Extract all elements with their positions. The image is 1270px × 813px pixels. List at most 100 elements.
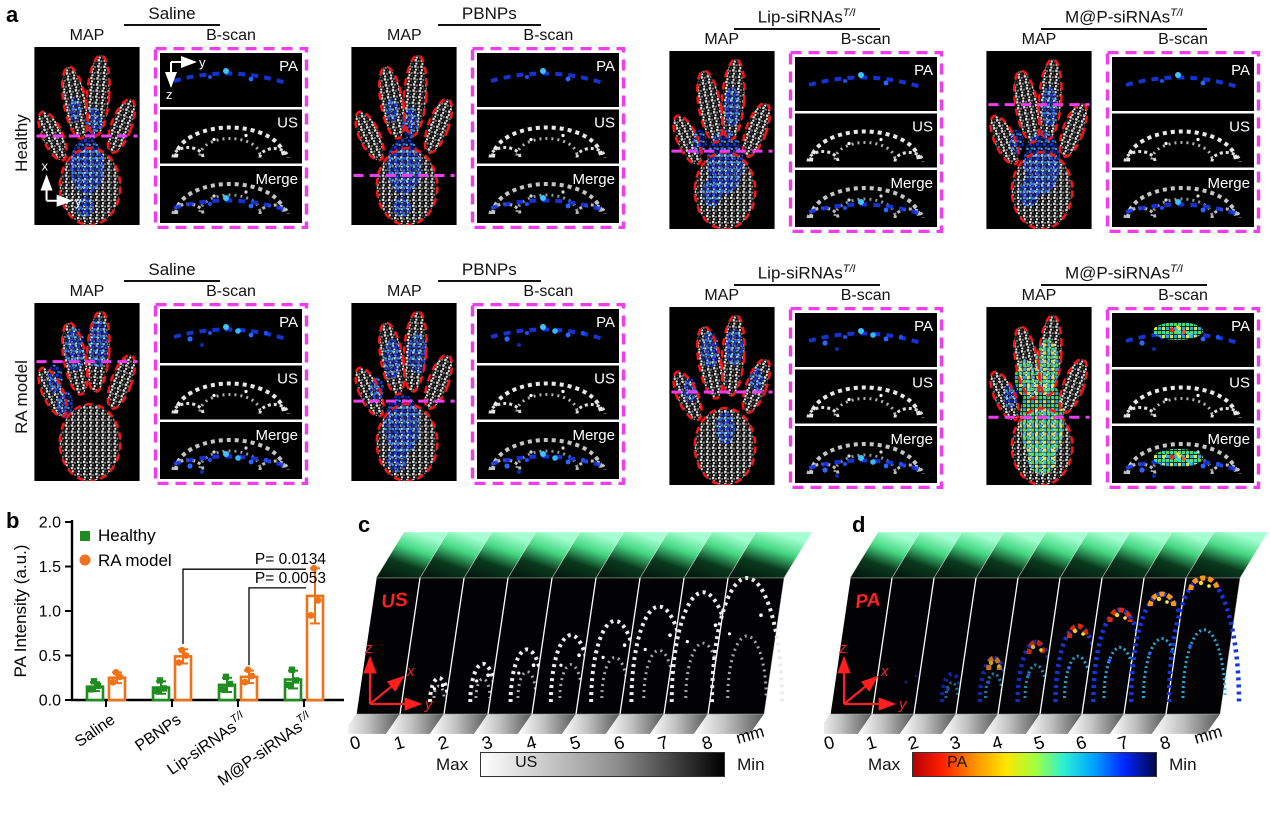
paw-outline — [1058, 357, 1089, 414]
stack-axis-y-label: y — [898, 696, 908, 713]
paw-outline — [61, 321, 89, 396]
data-point — [226, 680, 234, 688]
treatment-header: PBNPs — [347, 4, 631, 26]
slice-depth-label: 7 — [656, 732, 671, 754]
stack-axis-z-label: z — [838, 640, 847, 657]
bscan-us-signal — [1123, 129, 1242, 162]
data-point — [116, 673, 124, 681]
treatment-column-pbnps: PBNPs MAP B-scan PA US Merge — [347, 260, 631, 489]
pa-slice-signal — [1091, 607, 1149, 703]
bscan-pa-signal — [490, 451, 604, 474]
bscan-label-pa: PA — [914, 318, 933, 335]
paw-outline — [85, 309, 111, 394]
bscan-us-signal — [171, 381, 290, 414]
p-value-label: P= 0.0053 — [255, 570, 326, 587]
bscan-image: PA US Merge — [471, 303, 626, 485]
treatment-column-saline: Saline MAP B-scan x y PA US Merge y z — [30, 4, 314, 233]
stack-modality-label: US — [380, 589, 409, 613]
map-subheader: MAP — [69, 27, 105, 44]
data-point — [307, 612, 315, 619]
bscan-label-merge: Merge — [573, 427, 616, 444]
us-colorbar-max-label: Max — [436, 754, 469, 774]
map-image — [351, 47, 457, 225]
bscan-pa-signal — [490, 68, 604, 85]
bscan-us-signal — [806, 385, 925, 418]
paw-outline — [58, 402, 122, 481]
map-image: x y — [34, 47, 140, 225]
bscan-axis-y-label: y — [199, 55, 206, 70]
stack-modality-label: PA — [854, 589, 881, 612]
data-point — [244, 666, 252, 674]
stack-axis-x-label: x — [406, 663, 415, 680]
paw-outline — [58, 146, 122, 225]
map-image — [669, 306, 775, 485]
slice-depth-label: 0 — [824, 732, 837, 754]
pa-colorbar-max-label: Max — [868, 754, 901, 774]
bscan-pa-signal — [173, 68, 287, 85]
bscan-pa-signal — [1125, 321, 1239, 351]
legend-ra-label: RA model — [98, 551, 172, 570]
bscan-pa-signal — [1125, 71, 1239, 89]
slice-depth-label: 1 — [864, 732, 879, 754]
bscan-label-us: US — [912, 118, 933, 135]
us-colorbar-title: US — [515, 754, 538, 771]
treatment-column-lip-sirnas: Lip-siRNAsT/I MAP B-scan PA US Merge — [665, 4, 949, 233]
data-point — [178, 646, 186, 654]
bscan-image: PA US Merge y z — [153, 47, 309, 229]
treatment-header: Lip-siRNAsT/I — [665, 4, 949, 30]
bscan-label-merge: Merge — [255, 171, 298, 188]
slice-depth-label: 1 — [392, 732, 407, 754]
paw-outline — [720, 57, 746, 141]
bscan-image: PA US Merge — [153, 303, 309, 485]
bscan-label-us: US — [277, 115, 298, 132]
bscan-border — [1105, 50, 1261, 233]
pa-colorbar-gradient: PA — [912, 752, 1158, 777]
stack-axes-icon — [363, 655, 423, 711]
us-slice-signal — [468, 662, 498, 703]
paw-outline — [695, 325, 724, 400]
paw-outline — [671, 114, 703, 166]
bscan-border — [788, 306, 943, 489]
bscan-label-us: US — [912, 374, 933, 391]
slice-depth-label: 8 — [700, 732, 715, 754]
y-tick-label: 1.5 — [39, 559, 61, 576]
data-point — [109, 678, 117, 686]
pa-slice-stack: 0 1 2 3 4 5 6 7 8 mm z x yPA — [815, 531, 1269, 754]
pa-colorbar-min-label: Min — [1169, 754, 1197, 774]
bscan-pa-signal — [173, 324, 287, 347]
bscan-label-pa: PA — [596, 58, 615, 75]
treatment-header: Saline — [30, 260, 314, 282]
paw-outline — [741, 357, 771, 414]
subheader-row: MAP B-scan — [665, 31, 949, 49]
bscan-pa-signal — [173, 451, 287, 474]
bscan-us-signal — [806, 129, 925, 162]
data-point — [175, 659, 183, 667]
panel-a-row-healthy: Saline MAP B-scan x y PA US Merge y z PBNP… — [30, 4, 1266, 233]
bscan-label-us: US — [1229, 374, 1250, 391]
data-point — [182, 652, 190, 659]
treatment-header: PBNPs — [347, 260, 631, 282]
bscan-label-pa: PA — [279, 314, 298, 331]
bscan-label-pa: PA — [596, 314, 615, 331]
treatment-header: Lip-siRNAsT/I — [665, 260, 949, 286]
data-point — [87, 686, 95, 693]
bscan-subheader: B-scan — [1158, 30, 1208, 48]
pa-colorbar: Max PA Min — [868, 752, 1197, 777]
map-axis-x-label: x — [41, 158, 48, 173]
slice-depth-label: 4 — [524, 732, 539, 754]
paw-outline — [1058, 101, 1089, 158]
bscan-subheader: B-scan — [206, 27, 256, 44]
data-point — [314, 596, 322, 604]
paw-outline — [423, 97, 454, 154]
bscan-subheader: B-scan — [1158, 286, 1208, 304]
paw-outline — [1012, 325, 1041, 400]
p-value-label: P= 0.0134 — [255, 551, 326, 568]
paw-outline — [37, 110, 68, 162]
data-point — [156, 677, 164, 684]
paw-outline — [354, 110, 386, 162]
bscan-border — [1105, 306, 1261, 489]
bscan-label-pa: PA — [1231, 318, 1250, 335]
pa-slice-signal — [1166, 575, 1242, 703]
panel-a-row-ra-model: Saline MAP B-scan PA US Merge PBNPs MAP B-… — [30, 260, 1266, 489]
slice-depth-label: 5 — [1032, 732, 1047, 754]
